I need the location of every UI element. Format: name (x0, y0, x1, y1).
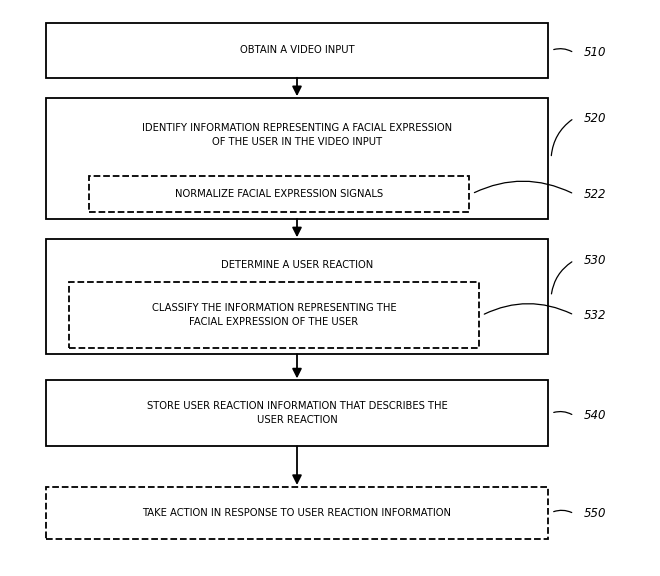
FancyBboxPatch shape (46, 98, 548, 219)
Text: 550: 550 (584, 507, 607, 520)
Text: IDENTIFY INFORMATION REPRESENTING A FACIAL EXPRESSION
OF THE USER IN THE VIDEO I: IDENTIFY INFORMATION REPRESENTING A FACI… (142, 123, 452, 147)
FancyBboxPatch shape (46, 239, 548, 354)
Text: 540: 540 (584, 410, 607, 422)
FancyBboxPatch shape (46, 487, 548, 539)
Text: STORE USER REACTION INFORMATION THAT DESCRIBES THE
USER REACTION: STORE USER REACTION INFORMATION THAT DES… (147, 401, 447, 425)
Text: 510: 510 (584, 47, 607, 59)
FancyBboxPatch shape (46, 380, 548, 446)
FancyBboxPatch shape (89, 176, 469, 212)
Text: CLASSIFY THE INFORMATION REPRESENTING THE
FACIAL EXPRESSION OF THE USER: CLASSIFY THE INFORMATION REPRESENTING TH… (152, 304, 396, 327)
Text: TAKE ACTION IN RESPONSE TO USER REACTION INFORMATION: TAKE ACTION IN RESPONSE TO USER REACTION… (143, 507, 451, 518)
Text: 520: 520 (584, 112, 607, 124)
Text: OBTAIN A VIDEO INPUT: OBTAIN A VIDEO INPUT (240, 46, 354, 55)
Text: DETERMINE A USER REACTION: DETERMINE A USER REACTION (221, 260, 373, 270)
Text: 532: 532 (584, 309, 607, 321)
Text: NORMALIZE FACIAL EXPRESSION SIGNALS: NORMALIZE FACIAL EXPRESSION SIGNALS (175, 189, 383, 199)
Text: 530: 530 (584, 254, 607, 267)
FancyBboxPatch shape (69, 282, 478, 348)
Text: 522: 522 (584, 188, 607, 200)
FancyBboxPatch shape (46, 23, 548, 78)
